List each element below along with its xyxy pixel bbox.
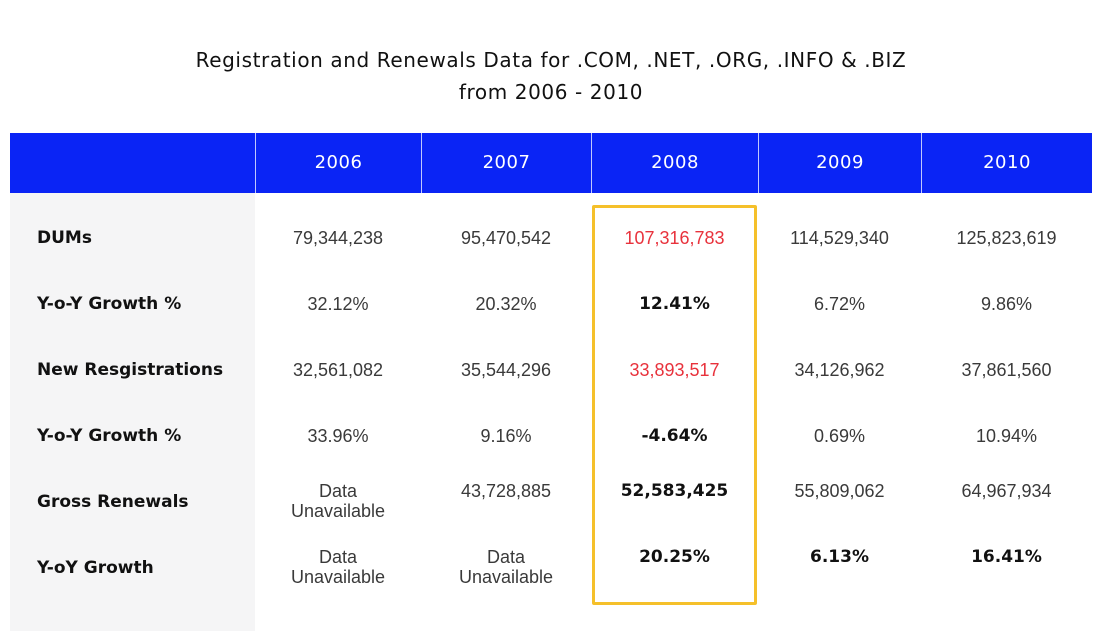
table-row: Y-o-Y Growth % 32.12% 20.32% 12.41% 6.72…	[10, 271, 1092, 337]
table-row: Y-o-Y Growth % 33.96% 9.16% -4.64% 0.69%…	[10, 403, 1092, 469]
table-header-row: 2006 2007 2008 2009 2010	[10, 133, 1092, 193]
table-cell: Data Unavailable	[290, 481, 386, 521]
table-cell: 35,544,296	[460, 360, 552, 380]
table-cell: 114,529,340	[790, 228, 889, 248]
table-row: Gross Renewals Data Unavailable 43,728,8…	[10, 469, 1092, 535]
table-cell: 0.69%	[813, 426, 866, 446]
row-label: Y-oY Growth	[37, 558, 154, 578]
table-cell: 125,823,619	[956, 228, 1057, 248]
table-cell: 32,561,082	[292, 360, 384, 380]
table-cell: 16.41%	[971, 547, 1042, 567]
row-label: New Resgistrations	[37, 360, 224, 380]
table-cell: Data Unavailable	[458, 547, 554, 587]
column-header-2009: 2009	[758, 133, 921, 193]
column-header-2010: 2010	[921, 133, 1092, 193]
column-header-2008: 2008	[591, 133, 758, 193]
table-cell-highlighted: 52,583,425	[620, 481, 729, 501]
row-label: Y-o-Y Growth %	[37, 294, 182, 314]
column-header-2006: 2006	[255, 133, 421, 193]
table-cell-highlighted: 12.41%	[639, 294, 710, 314]
row-label: Gross Renewals	[37, 492, 189, 512]
table-cell-highlighted: -4.64%	[641, 426, 708, 446]
table-cell: 64,967,934	[961, 481, 1052, 501]
table-cell: 95,470,542	[460, 228, 552, 248]
table-cell: 37,861,560	[961, 360, 1052, 380]
table-cell-highlighted: 107,316,783	[624, 228, 725, 248]
row-label-column	[10, 193, 255, 631]
table-cell: 34,126,962	[794, 360, 885, 380]
row-label: DUMs	[37, 228, 92, 248]
table-cell-highlighted: 33,893,517	[629, 360, 720, 380]
table-cell-highlighted: 20.25%	[639, 547, 710, 567]
table-row: New Resgistrations 32,561,082 35,544,296…	[10, 337, 1092, 403]
title-line-1: Registration and Renewals Data for .COM,…	[195, 48, 907, 72]
table-cell: 10.94%	[975, 426, 1038, 446]
table-cell: 32.12%	[307, 294, 369, 314]
column-header-2007: 2007	[421, 133, 591, 193]
table-row: Y-oY Growth Data Unavailable Data Unavai…	[10, 535, 1092, 601]
table-title: Registration and Renewals Data for .COM,…	[0, 44, 1102, 108]
title-line-2: from 2006 - 2010	[458, 80, 644, 104]
table-cell: 20.32%	[475, 294, 537, 314]
table-cell: 9.86%	[980, 294, 1033, 314]
table-cell: Data Unavailable	[290, 547, 386, 587]
table-cell: 6.72%	[813, 294, 866, 314]
table-cell: 9.16%	[480, 426, 532, 446]
row-label: Y-o-Y Growth %	[37, 426, 182, 446]
table-cell: 55,809,062	[794, 481, 885, 501]
data-table: 2006 2007 2008 2009 2010 DUMs 79,344,238…	[10, 133, 1092, 631]
table-cell: 43,728,885	[460, 481, 552, 501]
table-row: DUMs 79,344,238 95,470,542 107,316,783 1…	[10, 205, 1092, 271]
table-cell: 79,344,238	[292, 228, 384, 248]
table-cell: 33.96%	[307, 426, 369, 446]
column-2008-highlight-box	[592, 205, 757, 605]
table-cell: 6.13%	[810, 547, 869, 567]
